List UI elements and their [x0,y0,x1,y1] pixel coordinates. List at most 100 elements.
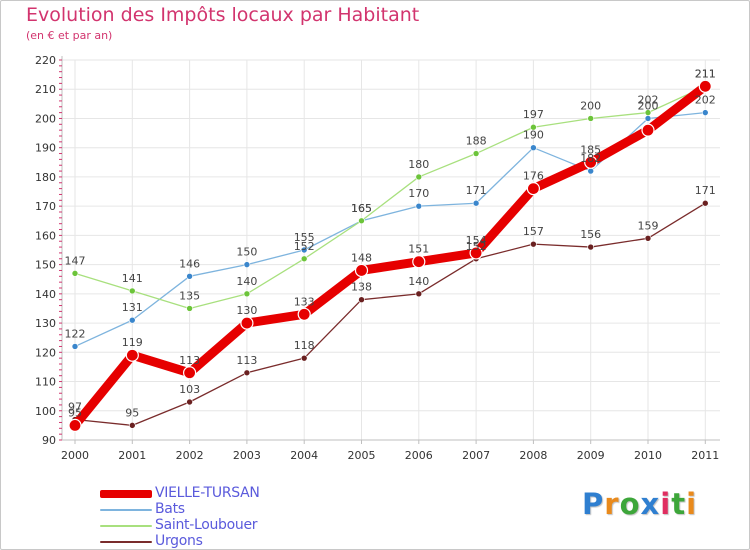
y-tick-label: 110 [35,376,56,389]
data-point [71,343,79,350]
data-point [129,422,136,429]
y-tick-label: 140 [35,288,56,301]
data-point [186,273,193,280]
data-label: 200 [580,99,601,112]
data-point [71,270,79,277]
data-point [358,217,365,225]
legend: VIELLE-TURSAN Bats Saint-Loubouer Urgons [100,485,400,550]
x-tick-label: 2005 [348,449,376,462]
data-point [644,115,652,122]
y-tick-label: 150 [35,259,56,272]
data-point [587,115,595,122]
data-label: 165 [351,202,372,215]
data-label: 147 [65,254,86,267]
data-point [297,307,311,321]
data-point [530,240,537,248]
x-tick-label: 2000 [61,449,89,462]
data-label: 148 [351,251,372,264]
data-label: 182 [580,152,601,165]
data-point [129,287,136,295]
logo-letter: r [604,487,620,521]
data-label: 165 [351,202,372,215]
data-point [698,79,712,93]
data-point [587,243,595,251]
x-tick-label: 2003 [233,449,261,462]
data-label: 156 [580,228,601,241]
x-tick-label: 2006 [405,449,433,462]
x-tick-label: 2004 [290,449,318,462]
data-point [530,144,537,151]
data-label: 130 [236,304,257,317]
y-tick-label: 190 [35,142,56,155]
data-label: 118 [294,339,315,352]
data-point [354,263,369,278]
series-line-bats [74,111,706,348]
x-tick-label: 2007 [462,449,490,462]
x-tick-label: 2002 [176,449,204,462]
data-point [415,173,423,181]
data-label: 171 [466,184,487,197]
data-point [300,354,308,362]
y-tick-label: 100 [35,405,56,418]
data-point [701,199,709,207]
data-label: 133 [294,295,315,308]
legend-item: Saint-Loubouer [100,517,400,534]
y-tick-label: 220 [35,54,56,67]
y-tick-label: 210 [35,83,56,96]
data-point [415,202,423,210]
logo-letter: i [660,487,672,521]
data-point [358,296,365,303]
y-tick-label: 180 [35,171,56,184]
logo-letter: t [671,487,687,521]
data-point [129,316,136,324]
y-tick-label: 130 [35,317,56,330]
series-line-saint-loubouer [74,85,706,310]
data-label: 176 [523,170,544,183]
data-point [587,167,595,175]
data-label: 150 [236,246,257,259]
logo-letter: o [619,487,641,521]
data-label: 197 [523,108,544,121]
data-label: 180 [408,158,429,171]
data-point [472,150,480,157]
data-label: 202 [695,94,716,107]
data-label: 113 [179,354,200,367]
data-point [469,246,483,260]
x-tick-label: 2010 [634,449,662,462]
series-line-urgons [74,202,706,427]
data-label: 171 [695,184,716,197]
legend-label: VIELLE-TURSAN [155,485,260,501]
y-tick-label: 170 [35,200,56,213]
legend-label: Bats [155,501,185,517]
chart-subtitle: (en € et par an) [26,29,113,42]
data-label: 152 [294,240,315,253]
data-label: 155 [294,231,315,244]
data-label: 190 [523,129,544,142]
y-tick-label: 120 [35,346,56,359]
data-label: 95 [68,406,82,419]
data-point [530,123,537,131]
logo-letter: i [686,487,698,521]
y-tick-label: 90 [42,434,56,447]
y-tick-label: 160 [35,229,56,242]
data-label: 159 [638,219,659,232]
data-point [186,398,193,406]
data-point [300,255,308,263]
data-label: 185 [580,143,601,156]
data-point [243,261,251,268]
data-point [644,235,652,242]
data-label: 211 [695,67,716,80]
logo-letter: x [640,487,661,521]
legend-swatch [100,525,152,527]
data-label: 138 [351,281,372,294]
data-label: 211 [695,67,716,80]
data-point [701,109,709,116]
data-point [243,290,251,298]
data-label: 154 [466,234,487,247]
data-label: 95 [125,406,139,419]
data-label: 113 [236,354,257,367]
data-label: 135 [179,289,200,302]
legend-item: Urgons [100,533,400,550]
data-point [641,123,655,137]
data-point [243,369,251,377]
